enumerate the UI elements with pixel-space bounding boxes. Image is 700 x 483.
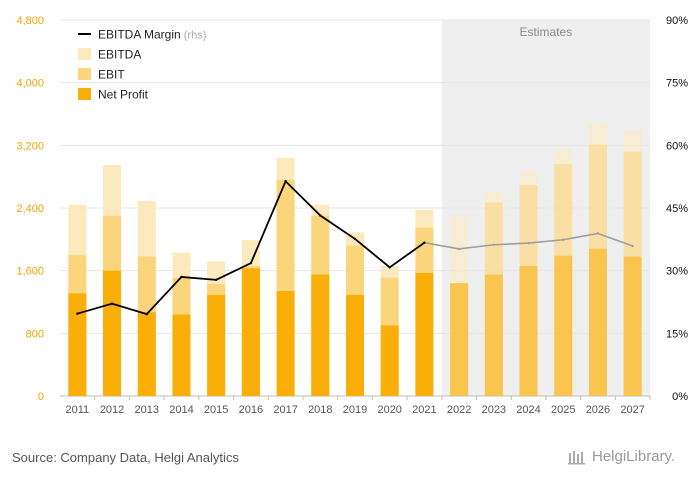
- right-axis-tick: 30%: [666, 266, 688, 278]
- ebitda-margin-point: [562, 238, 565, 241]
- x-axis-tick: 2015: [204, 404, 228, 416]
- bar-net-profit: [207, 294, 226, 396]
- ebitda-margin-point: [527, 241, 530, 245]
- ebitda-margin-point: [284, 180, 287, 183]
- ebitda-margin-point: [457, 247, 461, 251]
- helgilibrary-logo: HelgiLibrary.: [568, 448, 675, 465]
- bar-net-profit: [484, 274, 503, 396]
- right-axis-tick: 60%: [666, 140, 688, 152]
- ebitda-margin-point: [423, 241, 426, 244]
- right-axis-tick: 45%: [666, 203, 688, 215]
- bar-net-profit: [68, 293, 87, 396]
- x-axis-tick: 2011: [66, 404, 90, 416]
- bar-net-profit: [241, 268, 260, 396]
- ebitda-margin-point: [492, 243, 496, 246]
- legend-label: Net Profit: [98, 88, 149, 102]
- x-axis-tick: 2014: [169, 404, 193, 416]
- ebitda-margin-point: [631, 244, 634, 248]
- ebitda-margin-point: [76, 312, 79, 315]
- x-axis-tick: 2024: [516, 404, 540, 416]
- left-axis-tick: 1,600: [16, 266, 44, 278]
- bar-net-profit: [346, 294, 364, 396]
- bar-net-profit: [276, 291, 295, 396]
- bar-net-profit: [450, 283, 469, 396]
- ebitda-margin-point: [388, 266, 391, 269]
- legend-suffix: (rhs): [181, 30, 207, 42]
- library-icon: [568, 450, 585, 464]
- x-axis-tick: 2027: [620, 404, 644, 416]
- legend-label: EBITDA Margin (rhs): [98, 28, 206, 42]
- left-axis-tick: 4,000: [16, 78, 44, 90]
- x-axis-tick: 2016: [239, 404, 263, 416]
- legend-swatch-ebit: [78, 68, 91, 80]
- left-axis-tick: 0: [38, 391, 44, 403]
- right-axis-tick: 15%: [666, 328, 688, 340]
- ebitda-margin-point: [353, 237, 357, 241]
- legend-label: EBITDA: [98, 48, 141, 62]
- x-axis-tick: 2023: [482, 404, 506, 416]
- left-axis-tick: 800: [26, 328, 44, 340]
- source-note: Source: Company Data, Helgi Analytics: [12, 450, 239, 465]
- ebitda-margin-point: [145, 312, 148, 316]
- estimates-label: Estimates: [520, 25, 573, 39]
- left-axis-tick: 3,200: [16, 140, 44, 152]
- bar-net-profit: [519, 265, 538, 396]
- ebitda-margin-point: [180, 275, 183, 279]
- bar-net-profit: [380, 325, 399, 396]
- x-axis-tick: 2018: [308, 404, 332, 416]
- legend-swatch-net-profit: [78, 88, 91, 100]
- bar-net-profit: [588, 248, 607, 396]
- legend-swatch-ebitda: [78, 48, 91, 60]
- x-axis-tick: 2020: [377, 404, 401, 416]
- x-axis-tick: 2026: [586, 404, 610, 416]
- ebitda-margin-point: [596, 232, 600, 235]
- x-axis-tick: 2019: [343, 404, 367, 416]
- x-axis-tick: 2025: [551, 404, 575, 416]
- ebitda-margin-point: [249, 261, 253, 265]
- bar-net-profit: [103, 270, 122, 396]
- ebitda-margin-point: [214, 278, 218, 282]
- right-axis-tick: 75%: [666, 78, 688, 90]
- ebitda-margin-point: [110, 302, 114, 305]
- x-axis-tick: 2012: [100, 404, 124, 416]
- left-axis-tick: 2,400: [16, 203, 44, 215]
- bar-net-profit: [623, 256, 642, 396]
- bar-net-profit: [172, 314, 191, 396]
- x-axis-tick: 2022: [447, 404, 471, 416]
- right-axis-tick: 0%: [672, 391, 688, 403]
- x-axis-tick: 2013: [135, 404, 159, 416]
- x-axis-tick: 2017: [273, 404, 297, 416]
- bar-net-profit: [311, 274, 330, 396]
- bar-net-profit: [137, 312, 156, 396]
- ebitda-margin-point: [319, 214, 322, 217]
- bar-net-profit: [554, 255, 573, 396]
- bar-net-profit: [415, 273, 434, 396]
- logo-text: HelgiLibrary.: [592, 448, 676, 465]
- left-axis-tick: 4,800: [16, 15, 44, 27]
- right-axis-tick: 90%: [666, 15, 688, 27]
- x-axis-tick: 2021: [412, 404, 436, 416]
- legend-label: EBIT: [98, 68, 125, 82]
